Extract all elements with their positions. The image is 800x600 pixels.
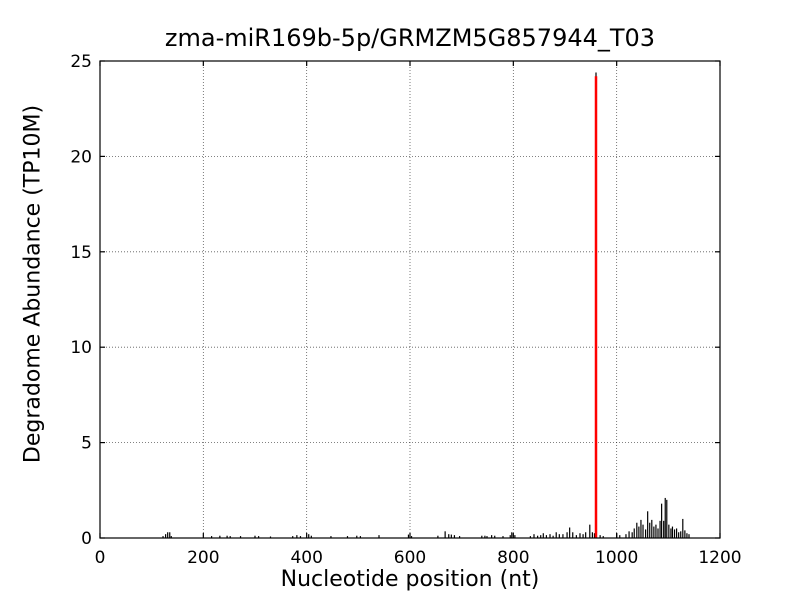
x-tick-label: 400 [290, 548, 322, 568]
y-tick-label: 25 [70, 52, 92, 72]
x-tick-label: 800 [497, 548, 529, 568]
axis-ticks [99, 60, 721, 539]
y-tick-label: 20 [70, 147, 92, 167]
y-tick-label: 15 [70, 243, 92, 263]
x-axis-label: Nucleotide position (nt) [280, 567, 540, 592]
chart-title: zma-miR169b-5p/GRMZM5G857944_T03 [164, 24, 656, 52]
gridlines [100, 61, 720, 538]
y-tick-label: 0 [81, 529, 92, 549]
degradome-spikes [162, 72, 690, 538]
x-tick-label: 200 [187, 548, 219, 568]
x-tick-label: 600 [394, 548, 426, 568]
x-tick-label: 0 [95, 548, 106, 568]
axis-tick-labels: 0 200 400 600 800 1000 1200 0 5 10 15 20 25 [70, 52, 741, 568]
x-tick-label: 1000 [595, 548, 638, 568]
y-tick-label: 10 [70, 338, 92, 358]
y-axis-label: Degradome Abundance (TP10M) [20, 104, 46, 464]
x-tick-label: 1200 [698, 548, 741, 568]
y-tick-label: 5 [81, 434, 92, 454]
